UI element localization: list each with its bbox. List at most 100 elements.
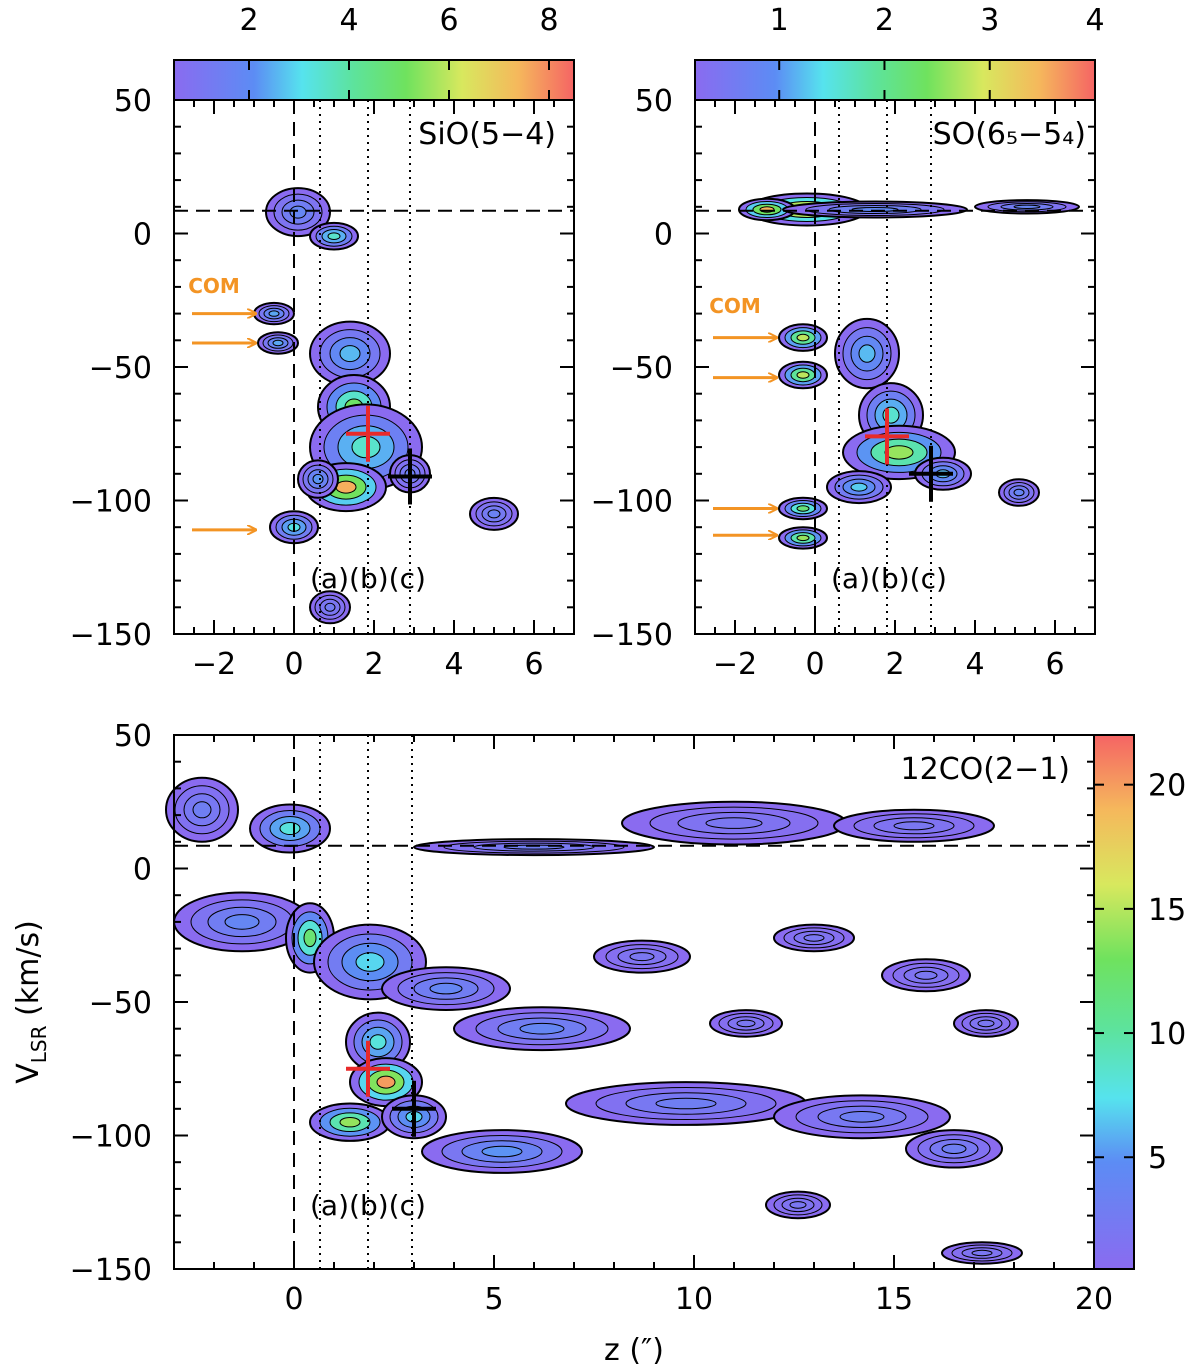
contour-level (324, 602, 336, 612)
knot-label: (a) (831, 562, 870, 595)
y-tick-label: 0 (654, 218, 673, 253)
contour-level (327, 232, 341, 240)
co-axis-ticks: 0 5 10 15 20 50 0 −50 −100 −150 (70, 719, 1114, 1317)
knot-label: (b) (349, 1189, 389, 1222)
emission-blob (297, 459, 339, 499)
emission-blob (413, 838, 655, 857)
co-x-axis-label: z (″) (604, 1333, 664, 1368)
emission-blob (778, 360, 828, 390)
y-tick-label: −150 (70, 618, 152, 653)
sio-colorbar (173, 59, 575, 101)
knot-label: (c) (389, 562, 426, 595)
knot-label: (a) (310, 1189, 349, 1222)
y-tick-label: 0 (133, 218, 152, 253)
contour-level (796, 333, 810, 342)
x-tick-label: 5 (484, 1282, 503, 1317)
contour-level (339, 345, 361, 363)
emission-blob (905, 1129, 1003, 1169)
x-tick-label: 2 (364, 647, 383, 682)
emission-blob (469, 496, 519, 531)
so-com-arrows (713, 338, 777, 536)
y-tick-label: −100 (70, 485, 152, 520)
y-tick-label: −50 (89, 986, 152, 1021)
y-tick-label: −50 (89, 351, 152, 386)
contour-level (303, 928, 317, 948)
contour-level (705, 817, 763, 829)
sio-colorbar-ticks: 2 4 6 8 (239, 3, 559, 100)
contour-level (279, 822, 301, 835)
x-tick-label: −2 (192, 647, 236, 682)
knot-label: (b) (349, 562, 389, 595)
contour-level (803, 934, 825, 942)
contour-level (736, 1019, 756, 1028)
colorbar-tick-label: 4 (339, 3, 358, 38)
knot-label: (c) (910, 562, 947, 595)
so-axis-ticks: −2 0 2 4 6 50 0 −50 −100 −150 (591, 84, 1096, 682)
contour-level (941, 1143, 967, 1155)
emission-blob (833, 808, 995, 843)
contour-level (796, 505, 810, 512)
emission-blob (309, 221, 359, 251)
contour-level (369, 1034, 387, 1050)
colorbar-tick-label: 2 (875, 3, 894, 38)
emission-blob (778, 323, 828, 352)
emission-blob (309, 590, 351, 625)
knot-label: (b) (870, 562, 910, 595)
contour-level (971, 1249, 993, 1257)
contour-level (655, 1097, 717, 1110)
red-position-marker (346, 1040, 390, 1097)
emission-blob (709, 1009, 783, 1038)
sio-guides: (a)(b)(c) (174, 100, 574, 634)
knot-label: (a) (310, 562, 349, 595)
co-y-axis-label-v: V (11, 1063, 46, 1084)
so-colorbar-ticks: 1 2 3 4 (770, 3, 1105, 100)
x-tick-label: 6 (524, 647, 543, 682)
contour-level (192, 801, 212, 819)
emission-blob (778, 526, 828, 550)
contour-level (335, 480, 357, 494)
sio-com-label: COM (188, 274, 240, 298)
contour-level (1013, 204, 1041, 210)
contour-level (893, 821, 935, 831)
emission-blob (381, 966, 511, 1011)
colorbar-tick-label: 1 (770, 3, 789, 38)
colorbar-tick-label: 2 (239, 3, 258, 38)
knot-label: (c) (389, 1189, 426, 1222)
x-tick-label: 6 (1045, 647, 1064, 682)
emission-blob (773, 1094, 951, 1140)
y-tick-label: −100 (70, 1120, 152, 1155)
contour-level (839, 1111, 885, 1123)
y-tick-label: −150 (70, 1253, 152, 1288)
emission-blob (998, 478, 1040, 507)
so-title: SO(6₅−5₄) (933, 117, 1086, 152)
emission-blob (453, 1006, 631, 1052)
x-tick-label: 2 (885, 647, 904, 682)
emission-blob (953, 1009, 1019, 1038)
so-colorbar (694, 59, 1096, 101)
emission-blob (826, 470, 892, 505)
emission-blob (778, 496, 828, 521)
contour-level (796, 534, 810, 542)
emission-blob (173, 891, 311, 953)
co-colorbar (1093, 734, 1135, 1270)
y-tick-label: −100 (591, 485, 673, 520)
contour-level (629, 952, 655, 962)
emission-blob (593, 939, 691, 974)
contour-level (1013, 488, 1025, 497)
colorbar-tick-label: 3 (980, 3, 999, 38)
colorbar-tick-label: 15 (1148, 893, 1186, 928)
co-y-axis-label: VLSR (km/s) (11, 920, 51, 1084)
co-y-axis-label-unit: (km/s) (11, 920, 46, 1025)
colorbar-tick-label: 5 (1148, 1141, 1167, 1176)
contour-level (376, 1075, 396, 1089)
x-tick-label: −2 (713, 647, 757, 682)
knot-labels: (a)(b)(c) (831, 562, 947, 595)
colorbar-tick-label: 20 (1148, 769, 1186, 804)
so-com-label: COM (709, 294, 761, 318)
contour-level (914, 970, 938, 980)
contour-level (789, 1201, 807, 1209)
co-guides: (a)(b)(c) (174, 735, 1094, 1269)
co-title: 12CO(2−1) (901, 752, 1070, 787)
y-tick-label: 0 (133, 853, 152, 888)
